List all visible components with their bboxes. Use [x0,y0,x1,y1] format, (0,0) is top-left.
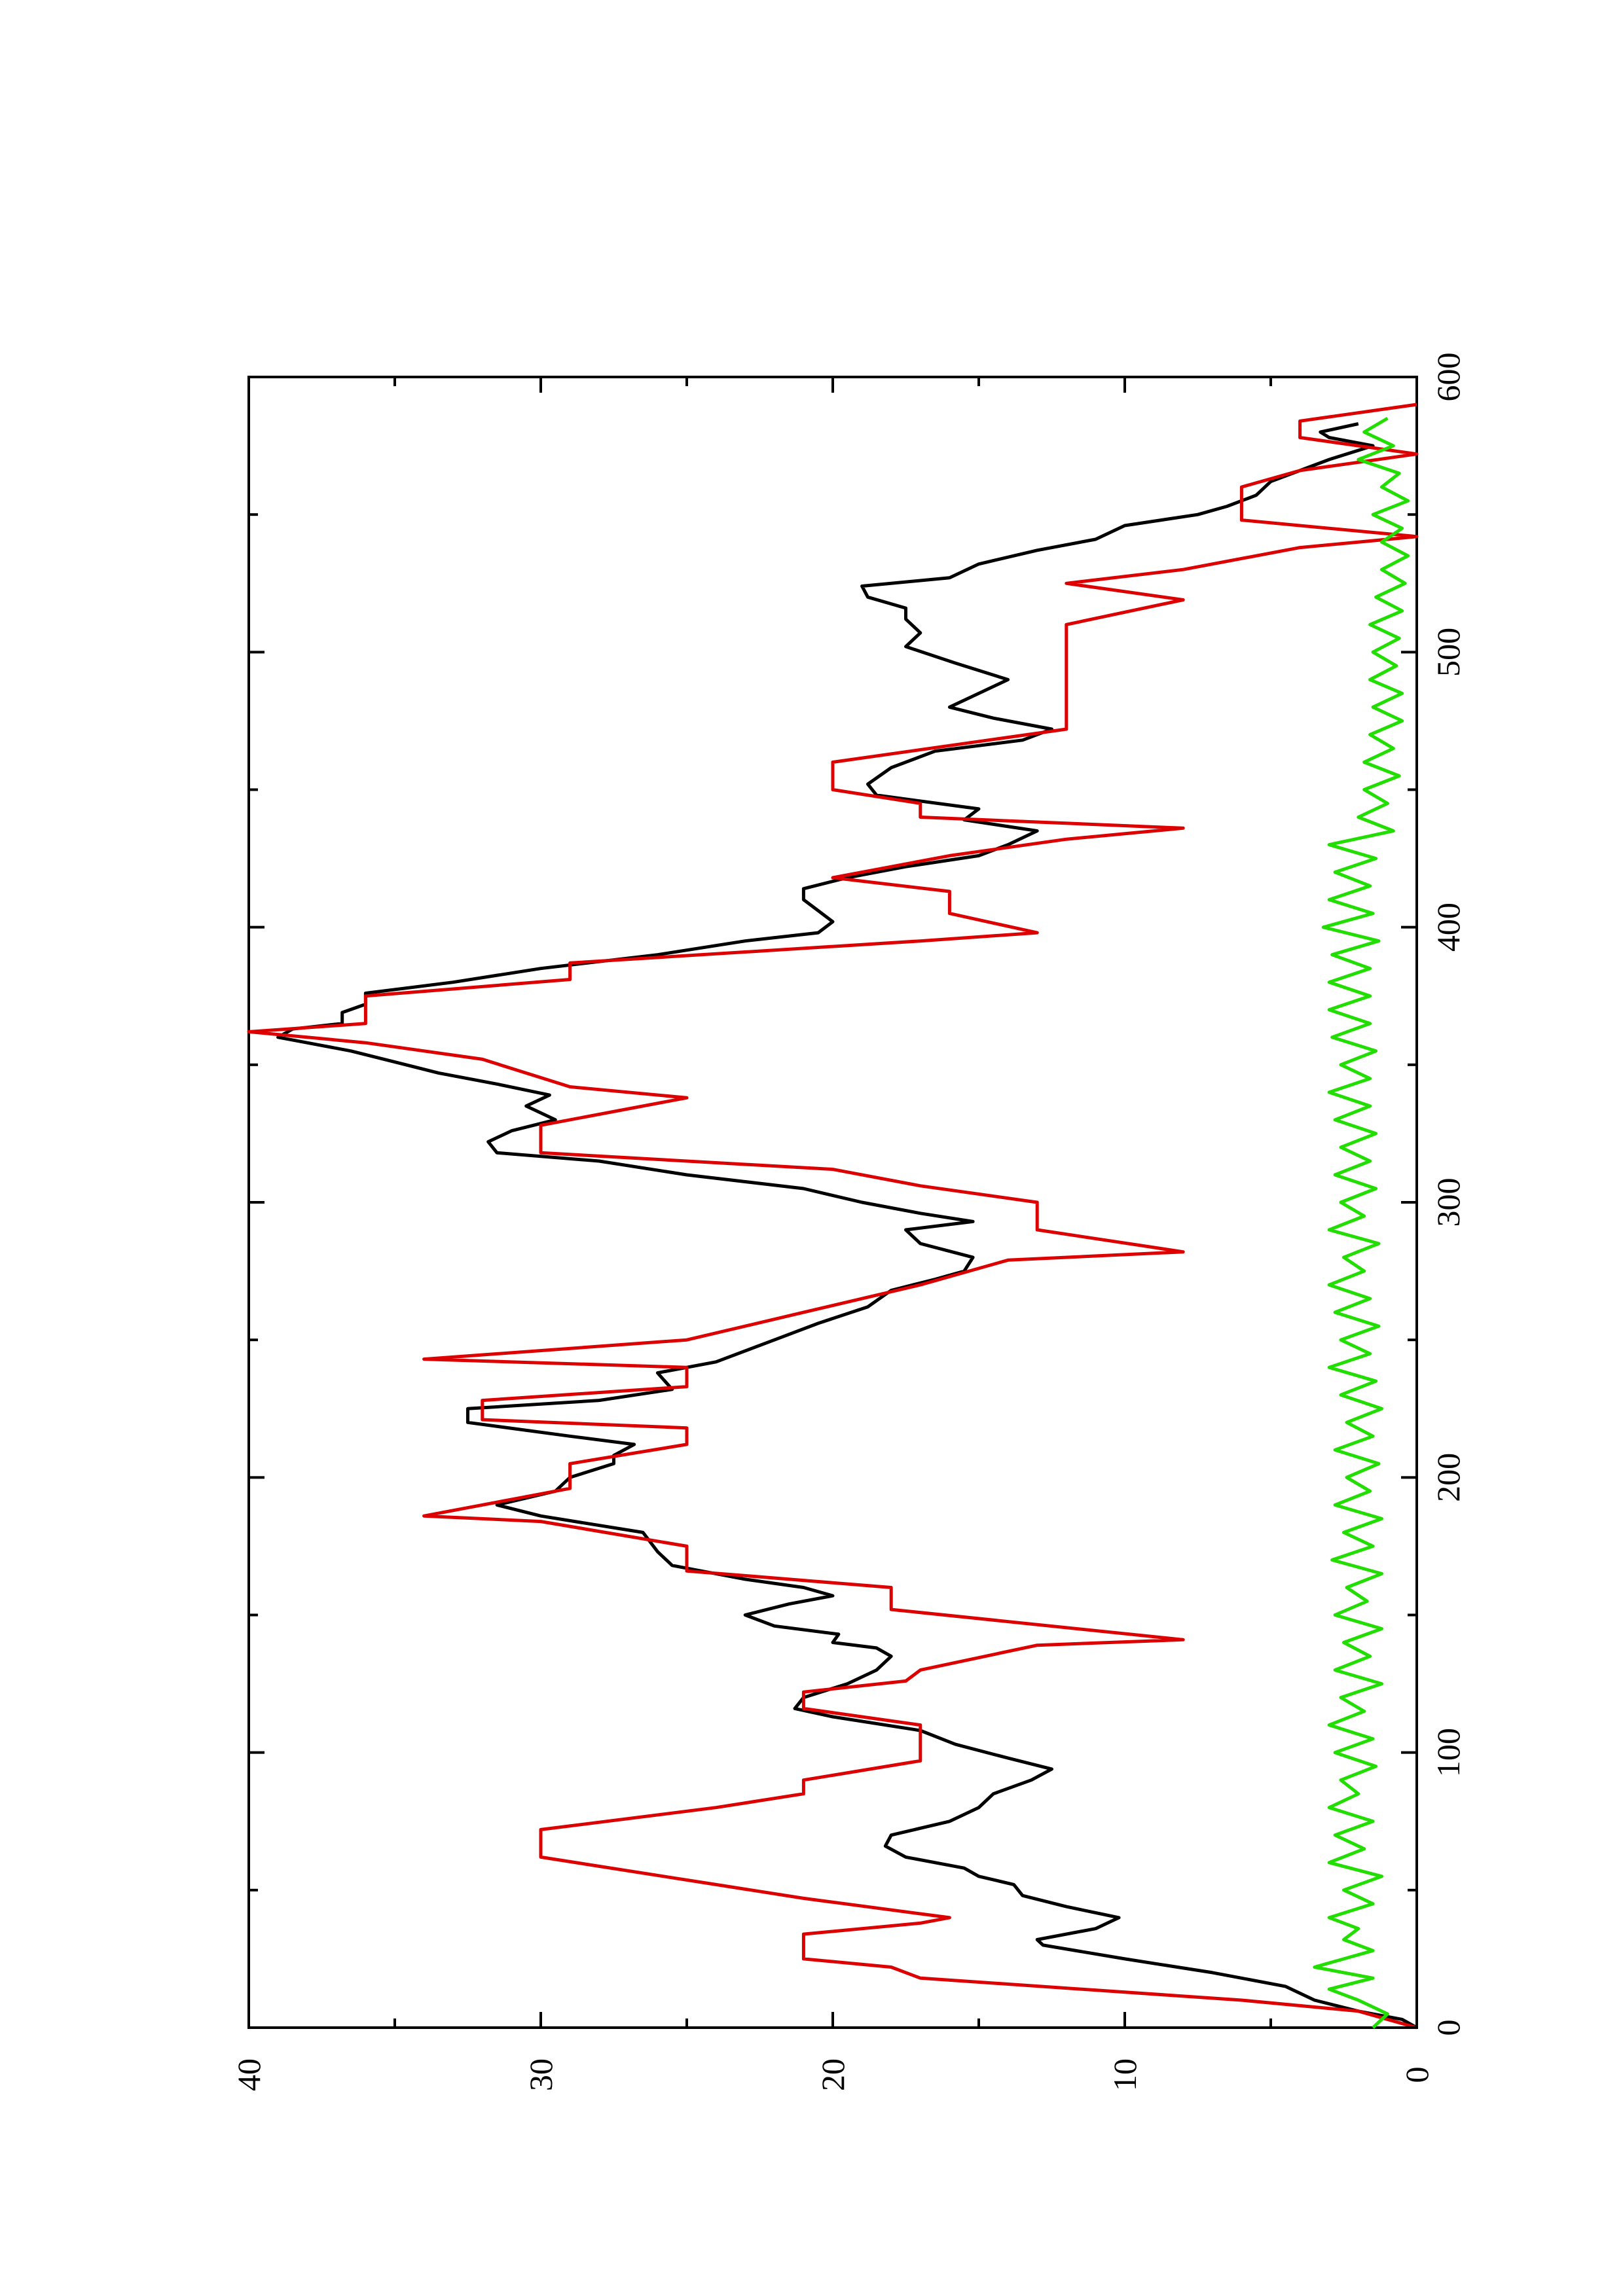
tick-labels-layer: 0 100 200 300 400 500 600 0 10 20 30 40 [230,353,1467,2092]
series-line-1 [276,422,1418,2030]
series-layer [247,403,1419,2030]
y-tick-label: 0 [1398,2067,1435,2083]
x-tick-label: 0 [1430,2020,1467,2036]
x-tick-label: 100 [1430,1728,1467,1777]
y-tick-label: 40 [230,2058,267,2091]
x-tick-label: 600 [1430,353,1467,402]
y-tick-label: 20 [814,2058,851,2091]
y-tick-label: 10 [1106,2058,1143,2091]
x-tick-label: 400 [1430,903,1467,952]
ticks-layer [247,376,1418,2029]
x-tick-label: 300 [1430,1178,1467,1227]
x-tick-label: 200 [1430,1453,1467,1502]
series-line-3 [1313,416,1410,2029]
x-tick-label: 500 [1430,628,1467,677]
series-line-2 [247,403,1419,2030]
y-tick-label: 30 [522,2058,559,2091]
plot-frame [247,376,1418,2029]
